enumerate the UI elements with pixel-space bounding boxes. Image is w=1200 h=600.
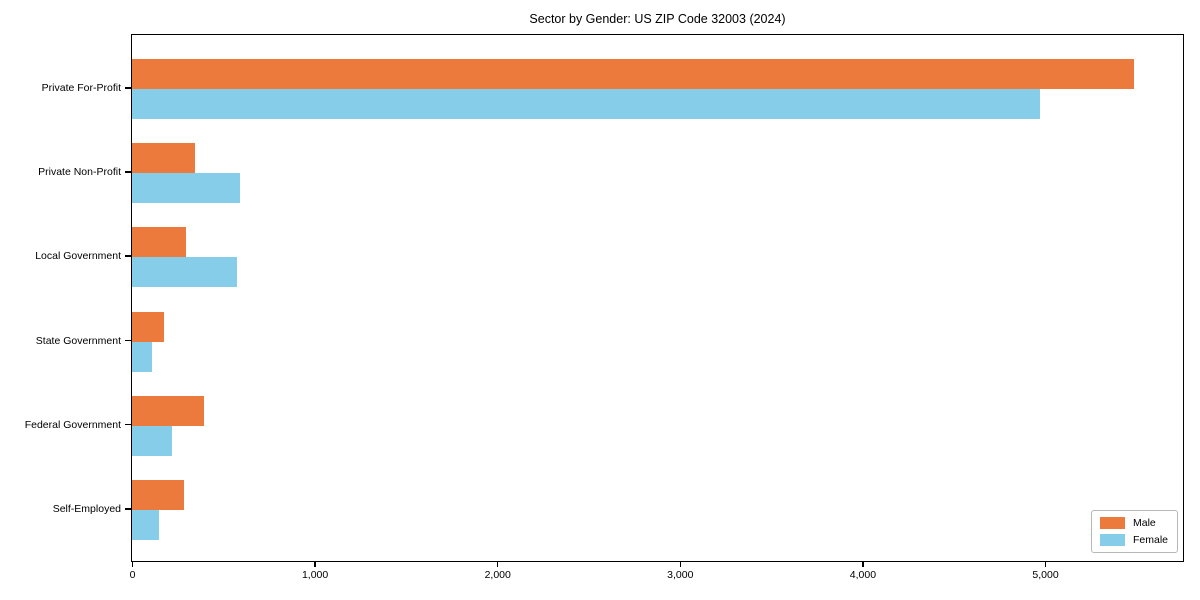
x-tick: [679, 562, 682, 567]
y-tick-label: Private Non-Profit: [38, 166, 121, 179]
bar-male-5: [132, 395, 204, 426]
legend-swatch-female: [1099, 534, 1125, 546]
y-tick: [125, 255, 131, 257]
x-tick: [862, 562, 864, 567]
legend-swatch-male: [1099, 517, 1125, 529]
bar-female-3: [132, 257, 237, 288]
y-tick-label: Federal Government: [24, 418, 121, 431]
x-tick-label: 3,000: [667, 569, 694, 581]
y-tick-label: Private For-Profit: [41, 82, 121, 94]
bar-male-1: [132, 59, 1134, 89]
bar-male-2: [132, 143, 195, 174]
bar-female-6: [132, 510, 159, 540]
y-tick: [125, 339, 131, 342]
x-tick-label: 0: [129, 569, 136, 581]
bar-female-5: [132, 425, 172, 456]
y-tick-label: Local Government: [35, 250, 121, 263]
x-tick-label: 1,000: [301, 569, 329, 581]
legend-label-male: Male: [1132, 517, 1156, 529]
y-tick-label: State Government: [35, 334, 121, 347]
plot-area: Male Female: [131, 34, 1184, 562]
y-tick: [125, 423, 131, 426]
legend-label-female: Female: [1132, 534, 1168, 546]
bar-female-2: [132, 173, 240, 204]
legend-item-male: Male: [1099, 517, 1168, 529]
y-tick: [125, 171, 131, 173]
legend: Male Female: [1090, 510, 1178, 553]
bar-female-4: [132, 341, 152, 372]
bar-female-1: [132, 89, 1041, 119]
x-tick: [314, 562, 316, 567]
bar-male-4: [132, 311, 164, 342]
x-tick: [496, 562, 499, 567]
x-tick-label: 2,000: [484, 569, 511, 581]
x-tick-label: 4,000: [849, 569, 877, 581]
y-tick: [125, 87, 131, 89]
x-tick: [131, 562, 134, 567]
y-tick: [125, 508, 131, 510]
legend-item-female: Female: [1099, 534, 1168, 546]
x-tick: [1044, 562, 1047, 567]
chart-title: Sector by Gender: US ZIP Code 32003 (202…: [529, 12, 786, 26]
y-tick-label: Self-Employed: [52, 503, 121, 515]
x-tick-label: 5,000: [1032, 569, 1059, 581]
bar-male-3: [132, 227, 186, 258]
bar-male-6: [132, 480, 184, 510]
